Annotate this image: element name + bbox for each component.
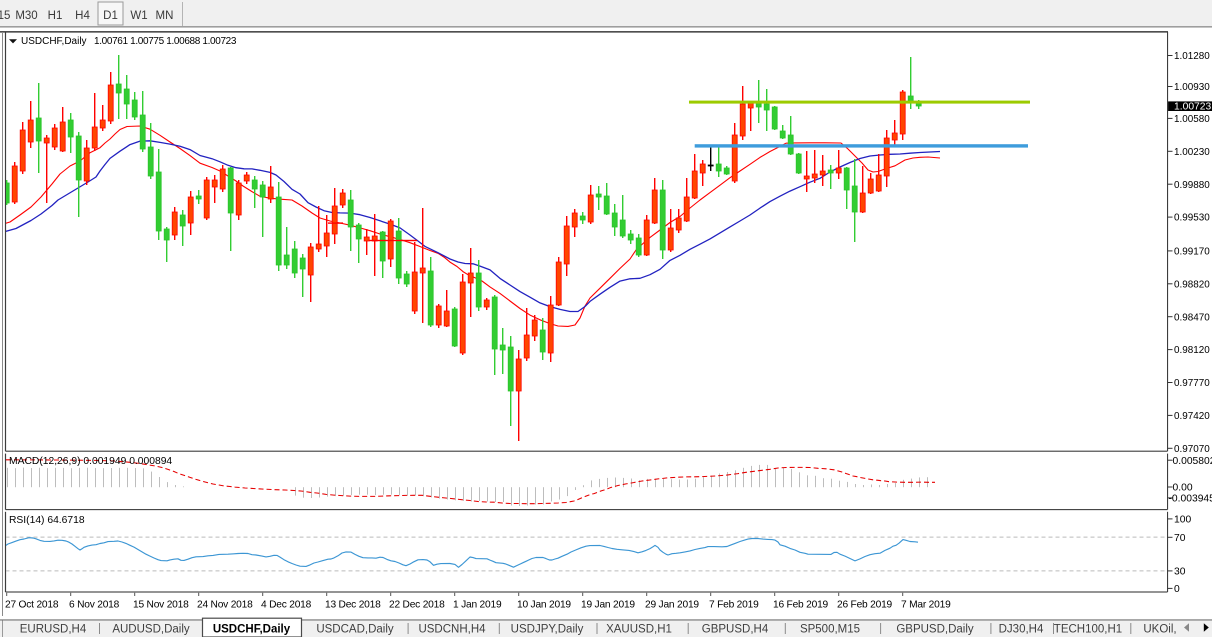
svg-text:6 Nov 2018: 6 Nov 2018 — [69, 599, 120, 610]
svg-text:1.00580: 1.00580 — [1174, 114, 1210, 125]
svg-text:USDCAD,Daily: USDCAD,Daily — [316, 623, 394, 635]
svg-text:13 Dec 2018: 13 Dec 2018 — [325, 599, 381, 610]
svg-text:4 Dec 2018: 4 Dec 2018 — [261, 599, 312, 610]
svg-text:1.01280: 1.01280 — [1174, 51, 1210, 62]
svg-text:-0.003945: -0.003945 — [1169, 494, 1212, 505]
svg-text:24 Nov 2018: 24 Nov 2018 — [197, 599, 253, 610]
svg-text:0.98120: 0.98120 — [1174, 345, 1210, 356]
svg-text:1.00761 1.00775 1.00688 1.0072: 1.00761 1.00775 1.00688 1.00723 — [94, 36, 237, 47]
svg-text:0.98820: 0.98820 — [1174, 279, 1210, 290]
svg-text:70: 70 — [1174, 533, 1186, 544]
svg-text:0.97070: 0.97070 — [1174, 444, 1210, 455]
svg-text:1.00230: 1.00230 — [1174, 147, 1210, 158]
svg-text:0.005802: 0.005802 — [1173, 456, 1212, 467]
svg-text:USDJPY,Daily: USDJPY,Daily — [511, 623, 584, 635]
svg-text:30: 30 — [1174, 567, 1186, 578]
svg-text:22 Dec 2018: 22 Dec 2018 — [389, 599, 445, 610]
svg-text:1 Jan 2019: 1 Jan 2019 — [453, 599, 502, 610]
svg-text:0.99530: 0.99530 — [1174, 213, 1210, 224]
svg-text:15: 15 — [0, 10, 10, 22]
svg-text:26 Feb 2019: 26 Feb 2019 — [837, 599, 893, 610]
svg-text:7 Feb 2019: 7 Feb 2019 — [709, 599, 759, 610]
svg-text:100: 100 — [1174, 515, 1191, 526]
svg-text:10 Jan 2019: 10 Jan 2019 — [517, 599, 571, 610]
svg-text:H1: H1 — [48, 10, 63, 22]
svg-text:USDCNH,H4: USDCNH,H4 — [418, 623, 486, 635]
svg-text:0.97420: 0.97420 — [1174, 411, 1210, 422]
svg-text:15 Nov 2018: 15 Nov 2018 — [133, 599, 189, 610]
svg-text:USDCHF,Daily: USDCHF,Daily — [213, 623, 291, 635]
svg-text:0.00: 0.00 — [1173, 483, 1193, 494]
svg-text:27 Oct 2018: 27 Oct 2018 — [5, 599, 59, 610]
svg-text:DJ30,H4: DJ30,H4 — [999, 623, 1044, 635]
svg-text:AUDUSD,Daily: AUDUSD,Daily — [112, 623, 190, 635]
svg-text:M30: M30 — [15, 10, 37, 22]
svg-text:SP500,M15: SP500,M15 — [800, 623, 860, 635]
svg-text:0.99880: 0.99880 — [1174, 180, 1210, 191]
svg-text:0.99170: 0.99170 — [1174, 247, 1210, 258]
svg-text:RSI(14) 64.6718: RSI(14) 64.6718 — [9, 515, 85, 526]
svg-text:19 Jan 2019: 19 Jan 2019 — [581, 599, 635, 610]
svg-text:D1: D1 — [103, 10, 118, 22]
svg-text:0: 0 — [1174, 584, 1180, 595]
svg-text:EURUSD,H4: EURUSD,H4 — [20, 623, 87, 635]
svg-text:W1: W1 — [130, 10, 147, 22]
svg-text:H4: H4 — [75, 10, 90, 22]
svg-text:XAUUSD,H1: XAUUSD,H1 — [606, 623, 672, 635]
svg-text:MACD(12,26,9) 0.001949 0.00089: MACD(12,26,9) 0.001949 0.000894 — [9, 456, 172, 467]
svg-text:1.00930: 1.00930 — [1174, 82, 1210, 93]
svg-text:USDCHF,Daily: USDCHF,Daily — [21, 36, 87, 47]
svg-text:1.00723: 1.00723 — [1174, 101, 1211, 112]
svg-text:UKOil,: UKOil, — [1143, 623, 1176, 635]
svg-text:7 Mar 2019: 7 Mar 2019 — [901, 599, 951, 610]
svg-text:MN: MN — [156, 10, 174, 22]
svg-text:TECH100,H1: TECH100,H1 — [1054, 623, 1122, 635]
svg-text:29 Jan 2019: 29 Jan 2019 — [645, 599, 699, 610]
svg-text:0.97770: 0.97770 — [1174, 378, 1210, 389]
svg-text:GBPUSD,H4: GBPUSD,H4 — [702, 623, 769, 635]
svg-text:0.98470: 0.98470 — [1174, 312, 1210, 323]
svg-text:GBPUSD,Daily: GBPUSD,Daily — [896, 623, 974, 635]
svg-text:16 Feb 2019: 16 Feb 2019 — [773, 599, 829, 610]
